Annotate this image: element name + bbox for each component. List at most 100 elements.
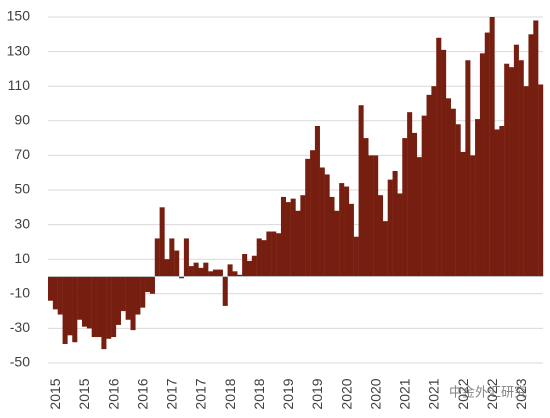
bar	[106, 276, 112, 339]
bar	[426, 94, 432, 277]
bar	[513, 44, 519, 277]
bar	[251, 255, 257, 277]
bar	[314, 125, 320, 277]
bar	[484, 32, 490, 277]
y-tick-label: 50	[14, 181, 30, 197]
bar	[489, 17, 495, 277]
bar	[111, 276, 117, 338]
bar	[149, 276, 155, 294]
bar	[96, 276, 102, 338]
bar	[416, 157, 422, 277]
bar	[392, 170, 398, 277]
x-tick-label: 2016	[134, 378, 150, 409]
x-tick-label: 2017	[164, 378, 180, 409]
bar	[378, 195, 384, 277]
y-tick-label: 90	[14, 112, 30, 128]
bar	[358, 105, 364, 277]
x-tick-label: 2022	[455, 378, 471, 409]
bar	[407, 112, 413, 277]
bar	[339, 183, 345, 277]
bar	[159, 207, 165, 277]
x-tick-label: 2016	[105, 378, 121, 409]
y-tick-label: -50	[10, 354, 30, 370]
bar	[256, 238, 262, 277]
bar	[538, 84, 544, 277]
bar	[242, 254, 248, 277]
bar	[246, 260, 253, 277]
bar	[509, 67, 515, 277]
bar	[319, 167, 325, 277]
bar	[305, 158, 311, 277]
bar	[222, 276, 228, 306]
bar	[475, 119, 481, 277]
bar	[266, 231, 272, 277]
bar	[310, 150, 316, 277]
bar	[368, 155, 374, 277]
bar	[499, 125, 505, 277]
x-tick-label: 2017	[193, 378, 209, 409]
bar	[465, 60, 471, 277]
x-tick-label: 2023	[513, 378, 529, 409]
y-tick-label: -10	[10, 285, 30, 301]
x-tick-label: 2022	[484, 378, 500, 409]
bar	[232, 271, 238, 277]
bar	[518, 60, 524, 277]
watermark: 中金外汇研究	[449, 384, 527, 399]
bar	[198, 267, 204, 277]
bar	[431, 86, 437, 277]
bar	[402, 138, 408, 277]
bar	[154, 238, 160, 277]
bar	[353, 236, 359, 277]
bar	[411, 132, 418, 277]
bar	[217, 269, 223, 277]
y-tick-label: 70	[14, 146, 30, 162]
bar	[445, 98, 451, 277]
bar	[91, 276, 97, 338]
bar	[72, 276, 78, 343]
y-tick-label: 30	[14, 215, 30, 231]
y-tick-label: 130	[7, 42, 31, 58]
bar	[261, 240, 267, 277]
bar	[237, 274, 243, 277]
bar	[179, 276, 185, 279]
bar	[169, 238, 175, 277]
x-tick-label: 2015	[47, 378, 63, 409]
bar	[86, 276, 92, 329]
y-tick-label: 10	[14, 250, 30, 266]
bar	[227, 264, 233, 277]
bar	[135, 276, 141, 315]
bar	[450, 108, 456, 277]
bar	[101, 276, 107, 350]
bar	[183, 238, 189, 277]
bar	[460, 151, 466, 277]
bar	[276, 233, 282, 277]
x-tick-label: 2018	[251, 378, 267, 409]
bar	[324, 174, 330, 277]
bar	[67, 276, 73, 336]
bar	[280, 196, 286, 277]
y-tick-label: 110	[8, 77, 31, 93]
bar	[188, 266, 194, 277]
bar	[115, 276, 121, 325]
bar	[213, 269, 219, 277]
bar	[52, 276, 58, 310]
bar	[387, 179, 393, 277]
bar	[208, 271, 214, 277]
bar	[528, 34, 534, 277]
x-tick-label: 2021	[426, 378, 442, 409]
bar	[441, 49, 447, 277]
bar	[329, 196, 335, 277]
y-tick-label: -30	[10, 319, 30, 335]
bar	[164, 259, 170, 277]
bar	[421, 115, 427, 277]
bar	[271, 231, 277, 277]
bar	[62, 276, 68, 344]
bar	[479, 53, 485, 277]
bar	[373, 155, 379, 277]
bar	[363, 138, 369, 277]
bar	[57, 276, 63, 315]
bar	[120, 276, 126, 312]
bar	[436, 37, 442, 277]
bar	[174, 250, 180, 277]
